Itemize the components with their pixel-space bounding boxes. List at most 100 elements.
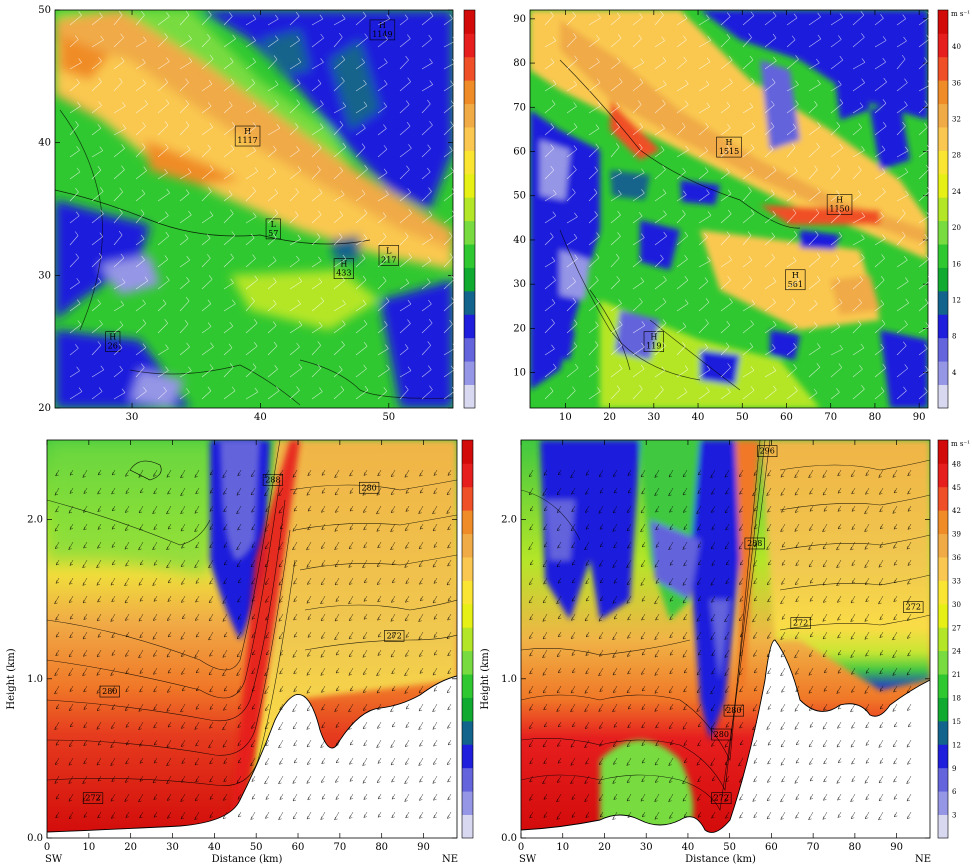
colorbar-label: 6 bbox=[952, 788, 957, 796]
wind-arrow bbox=[822, 649, 828, 658]
wind-arrow bbox=[753, 559, 758, 567]
wind-arrow bbox=[627, 613, 632, 621]
wind-arrow bbox=[209, 721, 214, 729]
wind-arrow bbox=[893, 757, 898, 765]
wind-arrow bbox=[850, 541, 856, 551]
wind-arrow bbox=[683, 667, 688, 674]
wind-arrow bbox=[447, 541, 452, 549]
wind-arrow bbox=[83, 811, 88, 818]
wind-barb bbox=[544, 232, 554, 246]
wind-barb bbox=[91, 252, 103, 268]
wind-arrow bbox=[83, 685, 88, 693]
wind-arrow bbox=[851, 505, 856, 512]
wind-arrow bbox=[837, 649, 842, 656]
wind-arrow bbox=[682, 775, 688, 785]
colorbar-swatch bbox=[462, 814, 473, 839]
wind-barb bbox=[918, 254, 930, 268]
wind-barb bbox=[443, 167, 455, 180]
wind-arrow bbox=[194, 469, 200, 478]
wind-barb bbox=[399, 34, 411, 48]
wind-arrow bbox=[598, 793, 604, 801]
wind-arrow bbox=[223, 523, 228, 531]
wind-barb bbox=[742, 209, 755, 224]
y-tick-label: 30 bbox=[38, 270, 51, 281]
wind-arrow bbox=[641, 703, 646, 710]
wind-arrow bbox=[251, 577, 256, 585]
wind-barb bbox=[544, 276, 556, 290]
wind-arrow bbox=[420, 595, 424, 602]
wind-arrow bbox=[125, 739, 130, 746]
wind-arrow bbox=[236, 775, 242, 784]
wind-arrow bbox=[571, 505, 576, 513]
wind-arrow bbox=[293, 577, 298, 585]
wind-arrow bbox=[82, 595, 88, 604]
wind-barb bbox=[654, 36, 665, 48]
wind-barb bbox=[267, 233, 277, 246]
wind-arrow bbox=[599, 487, 604, 494]
wind-arrow bbox=[180, 631, 186, 640]
wind-barb bbox=[421, 341, 431, 356]
wind-arrow bbox=[809, 595, 814, 602]
wind-arrow bbox=[348, 721, 354, 730]
wind-barb bbox=[830, 363, 843, 378]
wind-arrow bbox=[683, 685, 688, 693]
wind-arrow bbox=[237, 811, 242, 818]
wind-barb bbox=[808, 122, 821, 136]
wind-arrow bbox=[822, 631, 828, 640]
wind-arrow bbox=[54, 721, 60, 730]
wind-arrow bbox=[808, 541, 814, 550]
wind-arrow bbox=[626, 577, 632, 586]
wind-barb bbox=[69, 146, 80, 158]
wind-arrow bbox=[69, 631, 74, 639]
wind-arrow bbox=[906, 775, 912, 784]
svg-text:280: 280 bbox=[726, 706, 741, 715]
wind-arrow bbox=[306, 487, 312, 496]
wind-barb bbox=[333, 142, 347, 158]
wind-arrow bbox=[293, 685, 298, 692]
wind-barb bbox=[443, 320, 453, 334]
wind-arrow bbox=[823, 505, 828, 512]
wind-arrow bbox=[307, 631, 312, 638]
wind-barb bbox=[421, 167, 431, 180]
wind-arrow bbox=[529, 775, 534, 783]
wind-arrow bbox=[598, 775, 604, 785]
wind-barb bbox=[157, 121, 169, 136]
wind-barb bbox=[311, 14, 324, 26]
wind-arrow bbox=[893, 487, 898, 494]
wind-barb bbox=[808, 12, 821, 26]
wind-arrow bbox=[893, 577, 898, 584]
wind-arrow bbox=[892, 649, 898, 658]
wind-arrow bbox=[570, 523, 576, 532]
wind-barb bbox=[113, 300, 125, 312]
wind-barb bbox=[720, 12, 731, 26]
wind-arrow bbox=[584, 793, 590, 802]
wind-arrow bbox=[418, 631, 424, 640]
wind-arrow bbox=[837, 505, 842, 512]
wind-arrow bbox=[209, 541, 214, 549]
wind-arrow bbox=[878, 469, 884, 478]
colorbar-swatch bbox=[462, 440, 473, 464]
wind-barb bbox=[566, 233, 578, 246]
wind-arrow bbox=[767, 757, 772, 765]
wind-barb bbox=[355, 79, 367, 92]
wind-barb bbox=[201, 299, 212, 312]
wind-arrow bbox=[557, 505, 562, 513]
svg-text:H: H bbox=[109, 333, 116, 342]
wind-arrow bbox=[710, 577, 716, 586]
wind-barb bbox=[808, 58, 820, 70]
wind-barb bbox=[91, 146, 104, 158]
wind-arrow bbox=[69, 577, 74, 585]
wind-arrow bbox=[571, 595, 576, 602]
wind-arrow bbox=[669, 649, 674, 656]
wind-arrow bbox=[236, 541, 242, 550]
wind-arrow bbox=[698, 559, 702, 566]
wind-arrow bbox=[724, 613, 730, 623]
wind-arrow bbox=[349, 739, 354, 746]
wind-arrow bbox=[585, 523, 590, 530]
wind-arrow bbox=[654, 487, 660, 496]
wind-barb bbox=[632, 78, 644, 92]
wind-barb bbox=[355, 342, 368, 356]
wind-barb bbox=[676, 341, 686, 356]
wind-arrow bbox=[556, 523, 562, 531]
wind-arrow bbox=[153, 595, 158, 602]
